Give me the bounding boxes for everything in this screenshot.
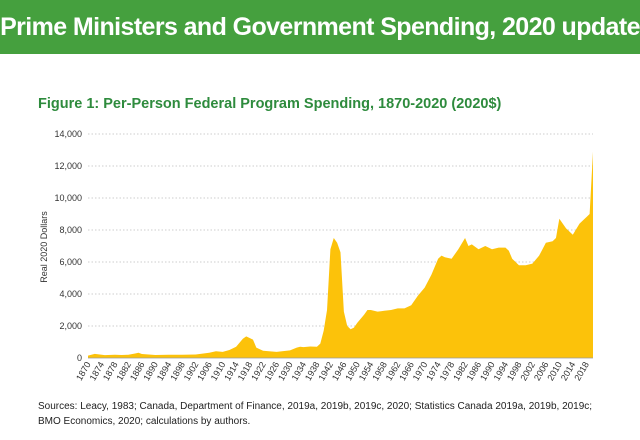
y-tick-label: 2,000 — [59, 321, 82, 331]
y-tick-label: 10,000 — [54, 193, 82, 203]
y-tick-label: 14,000 — [54, 129, 82, 139]
y-tick-label: 8,000 — [59, 225, 82, 235]
header-banner: Prime Ministers and Government Spending,… — [0, 0, 640, 54]
y-axis-ticks: 0 2,000 4,000 6,000 8,000 10,000 12,000 14,000 — [54, 129, 82, 363]
page-title: Prime Ministers and Government Spending,… — [0, 12, 640, 41]
data-series — [88, 151, 593, 359]
y-tick-label: 12,000 — [54, 161, 82, 171]
figure-title: Figure 1: Per-Person Federal Program Spe… — [38, 96, 502, 112]
y-tick-label: 0 — [77, 353, 82, 363]
y-tick-label: 4,000 — [59, 289, 82, 299]
sources-line-1: Sources: Leacy, 1983; Canada, Department… — [38, 401, 593, 412]
y-axis-title: Real 2020 Dollars — [39, 211, 49, 283]
y-tick-label: 6,000 — [59, 257, 82, 267]
spending-area — [88, 151, 593, 358]
sources-line-2: BMO Economics, 2020; calculations by aut… — [38, 416, 251, 427]
x-axis-ticks: 1870187418781882188618901894189819021906… — [74, 360, 591, 382]
sources-note: Sources: Leacy, 1983; Canada, Department… — [38, 399, 628, 429]
x-tick-label: 2018 — [572, 360, 591, 382]
